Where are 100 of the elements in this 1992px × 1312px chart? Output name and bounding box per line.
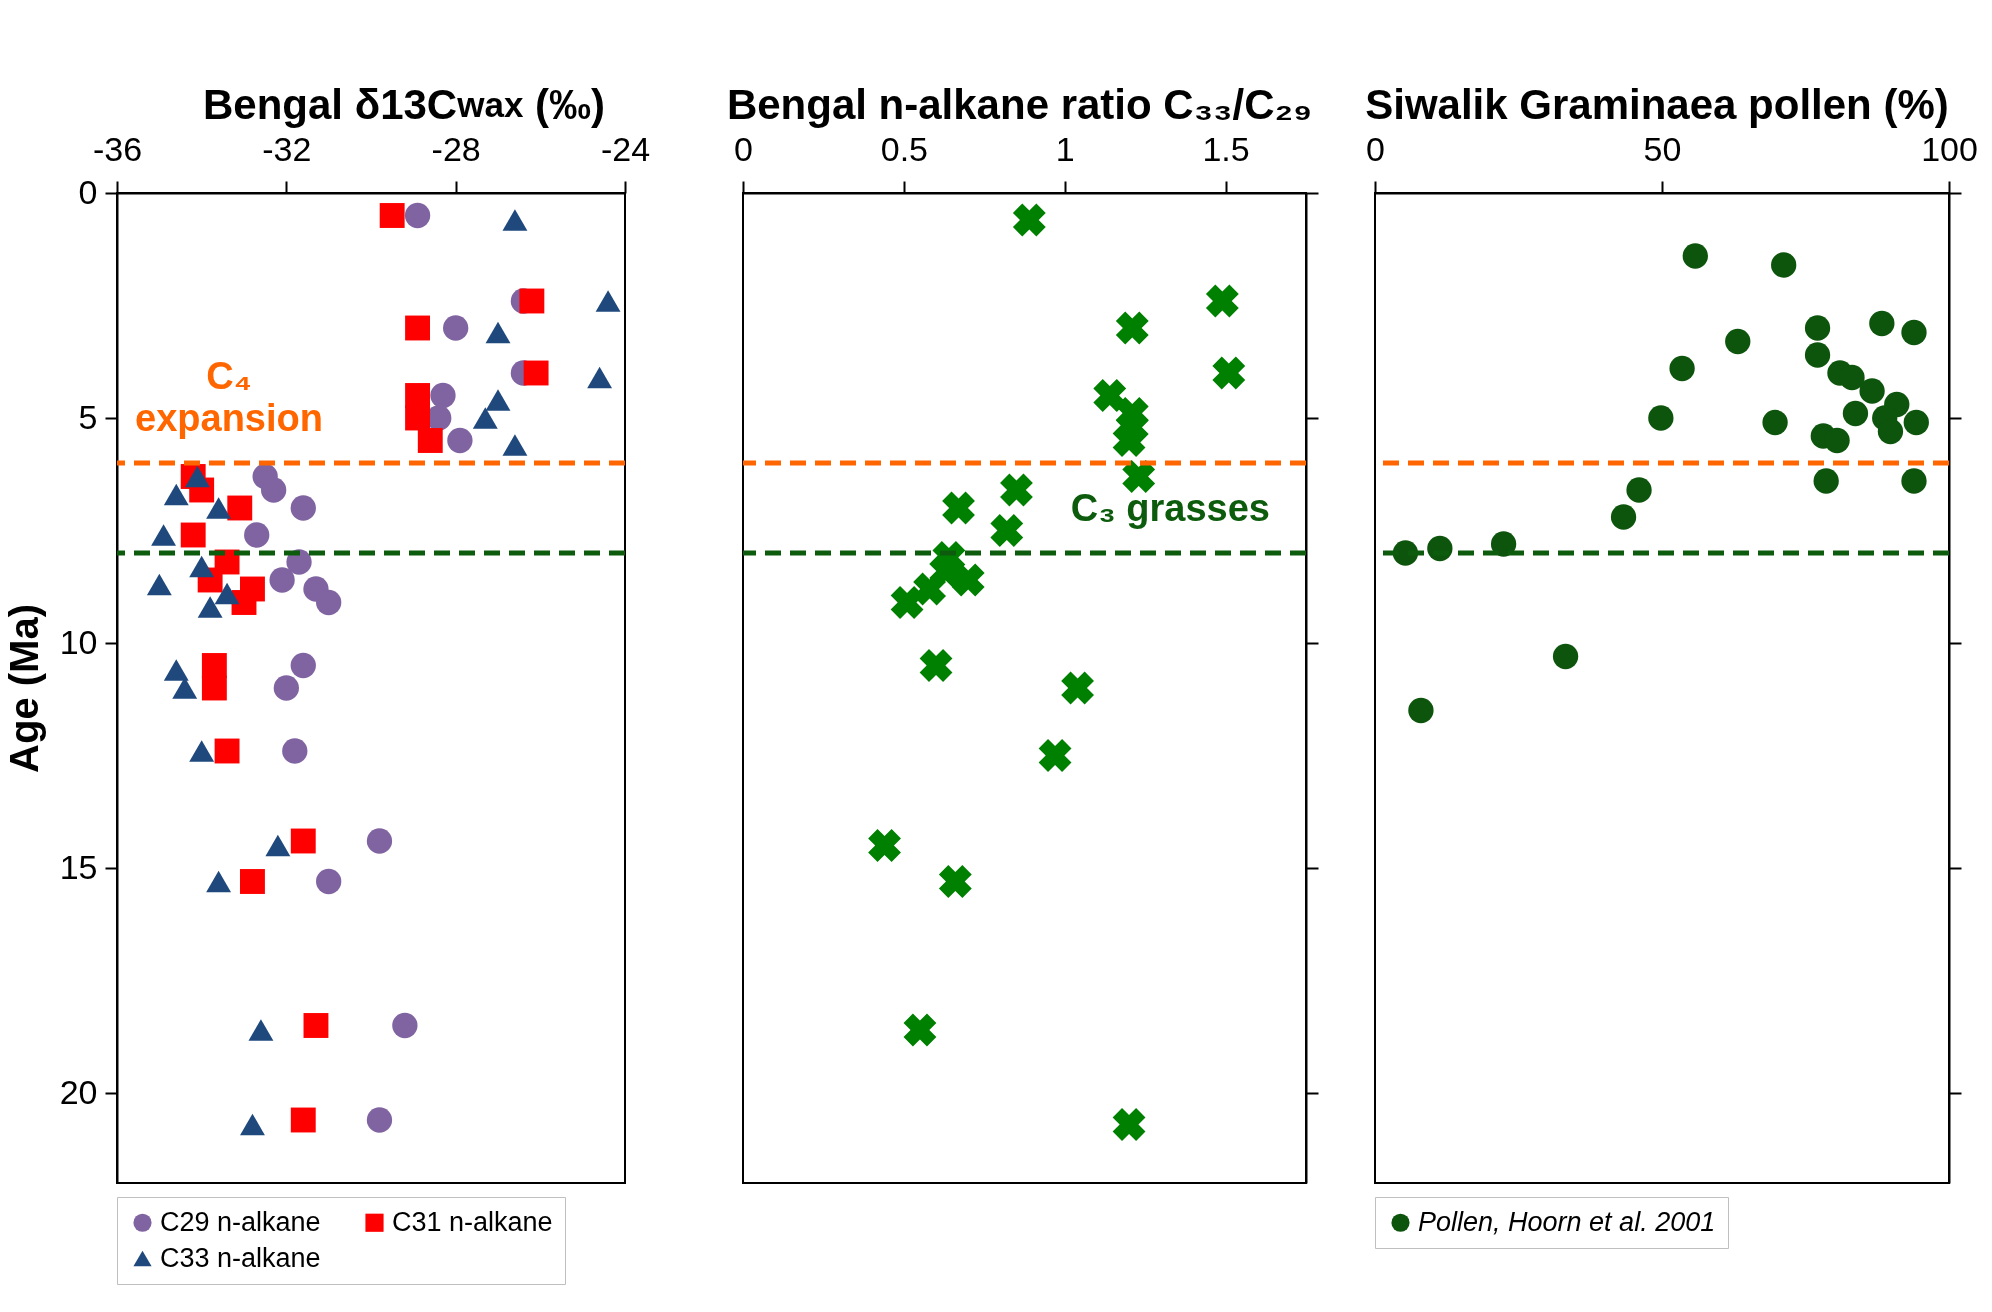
point <box>197 596 223 618</box>
point <box>240 869 265 894</box>
point <box>1626 477 1652 503</box>
point <box>1552 643 1579 670</box>
point <box>206 497 232 519</box>
x-tick-label: -24 <box>600 129 651 168</box>
x-tick-label: 0 <box>1366 129 1385 168</box>
point <box>1903 409 1929 436</box>
x-tick-label: -32 <box>262 129 312 168</box>
point <box>151 524 177 546</box>
point <box>1804 342 1831 368</box>
point <box>214 738 240 764</box>
x-tick-label: 0.5 <box>880 129 928 168</box>
point <box>1901 468 1927 494</box>
y-tick-label: 0 <box>78 172 98 211</box>
point <box>1212 356 1246 390</box>
point <box>595 290 621 312</box>
point <box>1112 1108 1146 1141</box>
point <box>1205 284 1239 318</box>
point <box>502 434 528 456</box>
point <box>417 428 443 453</box>
point <box>1669 355 1695 382</box>
point <box>248 1019 274 1041</box>
x-tick-label: 1.5 <box>1202 129 1250 168</box>
point <box>1000 473 1033 507</box>
point <box>1122 460 1156 493</box>
ref-line-label: C₃ grasses <box>1070 487 1270 529</box>
point <box>1824 427 1850 454</box>
point <box>303 1013 329 1038</box>
point <box>868 829 901 862</box>
point <box>942 491 975 525</box>
point <box>405 405 431 431</box>
point <box>1762 409 1788 436</box>
point <box>913 572 947 606</box>
y-tick-label: 20 <box>59 1072 98 1111</box>
point <box>163 483 189 506</box>
point <box>472 407 498 429</box>
x-tick-label: 0 <box>734 129 753 168</box>
point <box>1842 400 1869 427</box>
point <box>1682 243 1708 269</box>
point <box>1408 697 1434 724</box>
ref-line-label: C₄ expansion <box>135 355 323 439</box>
x-tick-label: 1 <box>1055 129 1075 168</box>
point <box>265 834 291 857</box>
point <box>269 567 295 593</box>
point <box>485 389 511 411</box>
point <box>405 383 431 408</box>
point <box>1061 671 1094 705</box>
y-axis-title: Age (Ma) <box>1 604 46 773</box>
point <box>260 477 287 503</box>
point <box>290 652 316 679</box>
point <box>316 589 342 616</box>
point <box>366 828 393 854</box>
point <box>1648 405 1674 431</box>
point <box>890 586 924 619</box>
point <box>1038 739 1072 772</box>
point <box>290 495 316 521</box>
y-tick-label: 10 <box>59 622 98 661</box>
point <box>1112 424 1146 457</box>
point <box>366 1107 393 1133</box>
point <box>392 1012 418 1039</box>
x-tick-label: -28 <box>431 129 481 168</box>
point <box>180 522 206 548</box>
chart-title: Siwalik Graminaea pollen (%) <box>1364 80 1950 128</box>
x-tick-label: -36 <box>92 129 143 168</box>
point <box>519 288 545 314</box>
legend-label: C29 n-alkane <box>160 1206 321 1237</box>
point <box>379 203 405 228</box>
point <box>430 382 456 409</box>
point <box>1839 364 1865 391</box>
point <box>273 675 299 701</box>
point <box>523 360 549 386</box>
point <box>282 738 308 764</box>
point <box>189 740 215 762</box>
point <box>290 828 316 854</box>
point <box>485 321 511 344</box>
point <box>502 209 528 231</box>
chart-title: Bengal n-alkane ratio C₃₃/C₂₉ <box>725 80 1314 128</box>
point <box>1012 203 1046 237</box>
point <box>587 366 613 389</box>
legend-label: C31 n-alkane <box>392 1206 553 1237</box>
point <box>903 1013 937 1047</box>
point <box>201 653 227 678</box>
point <box>938 865 972 898</box>
point <box>1901 319 1927 346</box>
point <box>1490 531 1517 557</box>
x-tick-label: 50 <box>1643 129 1682 168</box>
point <box>201 675 227 701</box>
point <box>163 659 189 681</box>
point <box>316 868 342 895</box>
point <box>227 495 253 521</box>
point <box>1093 379 1127 412</box>
point <box>1771 252 1797 278</box>
point <box>405 315 431 341</box>
point <box>146 573 172 596</box>
point <box>443 315 469 341</box>
point <box>951 563 985 597</box>
y-tick-label: 15 <box>59 847 98 886</box>
point <box>244 522 270 548</box>
legend-label: Pollen, Hoorn et al. 2001 <box>1418 1206 1716 1237</box>
